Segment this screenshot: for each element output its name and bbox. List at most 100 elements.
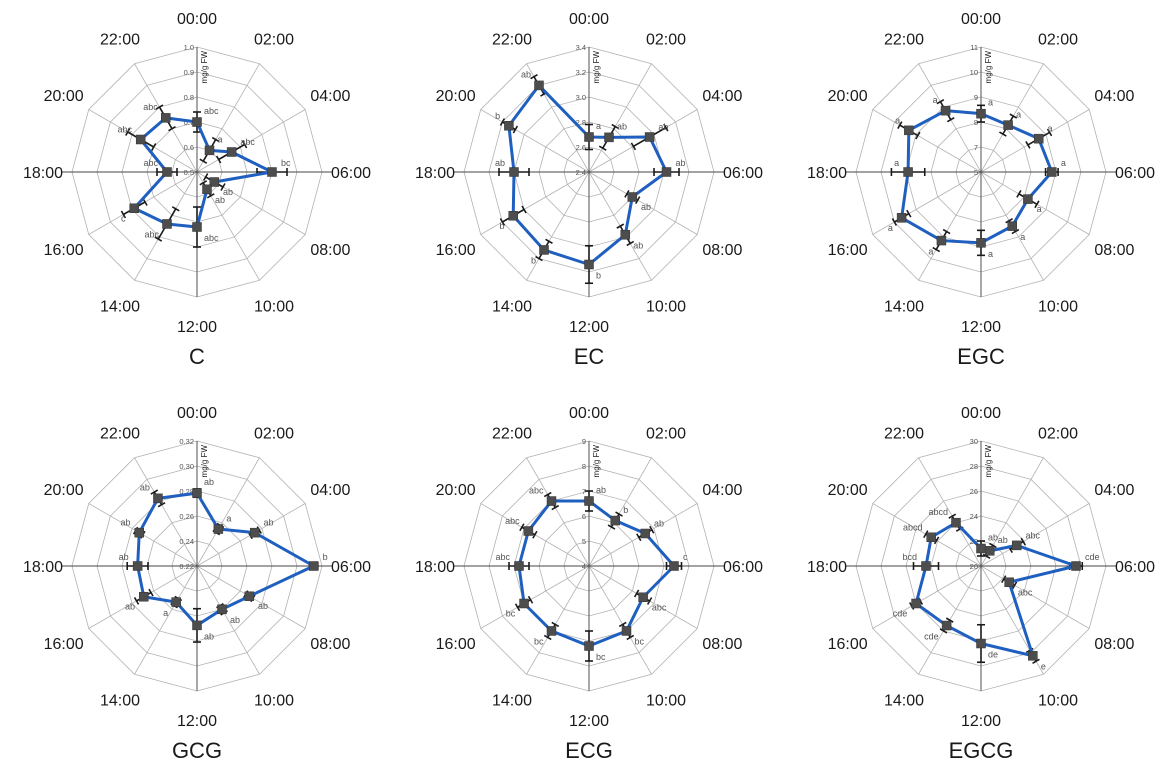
error-cap (1016, 190, 1022, 198)
significance-letter: ab (121, 518, 131, 528)
significance-letter: a (1061, 158, 1066, 168)
significance-letter: abcd (928, 507, 948, 517)
category-label: 12:00 (961, 713, 1001, 730)
grid-spoke (588, 63, 652, 173)
category-label: 10:00 (646, 692, 686, 709)
significance-letter: a (1047, 124, 1052, 134)
significance-letter: ab (495, 158, 505, 168)
category-label: 04:00 (310, 482, 350, 499)
error-cap (989, 542, 997, 549)
data-point (584, 132, 594, 142)
data-point (1028, 651, 1038, 661)
data-point (171, 597, 181, 607)
grid-spoke (526, 565, 590, 675)
grid-spoke (872, 171, 982, 235)
category-label: 10:00 (254, 692, 294, 709)
error-cap (535, 255, 543, 262)
data-point (139, 591, 149, 602)
error-cap (545, 238, 553, 244)
radial-tick-label: 9 (582, 437, 586, 446)
significance-letter: abcd (903, 522, 923, 532)
error-cap (936, 98, 945, 105)
radial-tick-label: 0.32 (179, 437, 194, 446)
category-label: 16:00 (436, 636, 476, 653)
error-cap (151, 143, 157, 151)
error-cap (499, 118, 506, 126)
error-cap (199, 158, 208, 164)
data-point (985, 546, 995, 556)
significance-letter: e (1041, 662, 1046, 672)
radial-tick-label: 5 (582, 537, 586, 546)
significance-letter: ab (596, 485, 606, 495)
error-cap (220, 183, 226, 191)
significance-letter: ab (676, 158, 686, 168)
category-label: 18:00 (23, 165, 63, 182)
category-label: 02:00 (1038, 426, 1078, 443)
radial-tick-label: 3.0 (576, 93, 586, 102)
unit-label: mg/g FW (984, 51, 993, 84)
data-point (192, 620, 202, 631)
radial-tick-label: 0.9 (184, 68, 194, 77)
error-cap (663, 123, 669, 132)
significance-letter: a (988, 98, 993, 108)
error-cap (626, 240, 635, 247)
category-label: 02:00 (254, 426, 294, 443)
category-label: 20:00 (828, 88, 868, 105)
data-point (192, 117, 202, 127)
data-point (976, 108, 986, 119)
category-label: 18:00 (415, 559, 455, 576)
error-cap (618, 621, 627, 628)
category-label: 10:00 (1038, 298, 1078, 315)
data-point (162, 167, 172, 177)
error-cap (1011, 228, 1020, 235)
data-point (584, 259, 594, 270)
radial-tick-label: 26 (970, 487, 978, 496)
significance-letter: ab (204, 631, 214, 641)
data-point (921, 561, 931, 571)
significance-letter: a (596, 121, 601, 131)
error-cap (1046, 128, 1053, 137)
error-cap (154, 236, 163, 242)
error-cap (633, 589, 640, 598)
radial-tick-label: 20 (970, 562, 978, 571)
category-label: 06:00 (331, 165, 371, 182)
grid-spoke (872, 565, 982, 629)
category-label: 00:00 (961, 11, 1001, 28)
significance-letter: abc (204, 106, 219, 116)
error-cap (202, 173, 209, 181)
data-point (627, 192, 638, 202)
data-point (584, 641, 594, 651)
category-label: 08:00 (702, 242, 742, 259)
category-label: 14:00 (884, 298, 924, 315)
radial-tick-label: 2.8 (576, 118, 586, 127)
data-point (192, 488, 202, 498)
data-point (209, 177, 220, 187)
significance-letter: a (226, 513, 231, 523)
chart-title: C (189, 344, 205, 369)
significance-letter: b (531, 256, 536, 266)
significance-letter: ab (988, 533, 998, 543)
error-cap (133, 597, 140, 605)
significance-letter: cde (893, 609, 908, 619)
error-cap (906, 209, 912, 218)
significance-letter: ab (215, 195, 225, 205)
data-point (1023, 194, 1033, 204)
category-label: 22:00 (492, 426, 532, 443)
error-cap (125, 128, 131, 136)
data-point (896, 213, 907, 223)
error-cap (1034, 200, 1040, 209)
grid-spoke (980, 503, 1090, 567)
significance-letter: ab (998, 535, 1008, 545)
category-label: 16:00 (828, 242, 868, 259)
grid-spoke (526, 171, 590, 281)
data-point (621, 626, 632, 636)
error-cap (543, 634, 552, 641)
data-point (546, 496, 557, 506)
error-cap (527, 595, 534, 604)
significance-letter: a (1016, 109, 1021, 119)
grid-spoke (196, 565, 260, 675)
error-cap (1005, 218, 1013, 224)
error-cap (206, 193, 215, 199)
